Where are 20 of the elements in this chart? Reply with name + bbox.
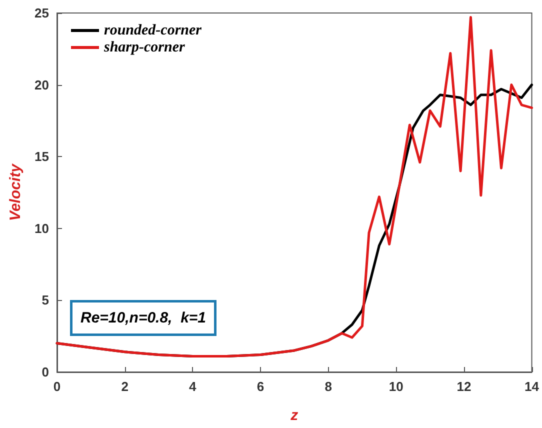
y-axis-title: Velocity	[7, 163, 24, 221]
line-series	[56, 16, 534, 358]
legend-label: rounded-corner	[104, 22, 202, 38]
y-tick-label: 0	[42, 364, 49, 380]
annotation: Re=10,n=0.8, k=1	[80, 310, 206, 326]
y-tick-label: 5	[42, 292, 49, 308]
y-tick-label: 15	[34, 149, 49, 164]
x-tick-label: 4	[189, 379, 198, 394]
x-tick-label: 0	[53, 379, 61, 394]
legend-label: sharp-corner	[103, 40, 186, 56]
y-tick-label: 20	[34, 77, 49, 92]
x-tick-label: 6	[256, 379, 264, 394]
x-axis-title: z	[290, 407, 299, 424]
x-tick-label: 10	[388, 379, 404, 394]
x-tick-label: 2	[121, 379, 128, 394]
y-tick-label: 25	[34, 6, 49, 20]
x-tick-label: 8	[324, 379, 332, 394]
x-tick-label: 12	[456, 379, 472, 394]
x-tick-label: 14	[524, 379, 540, 394]
y-tick-label: 10	[34, 220, 49, 236]
